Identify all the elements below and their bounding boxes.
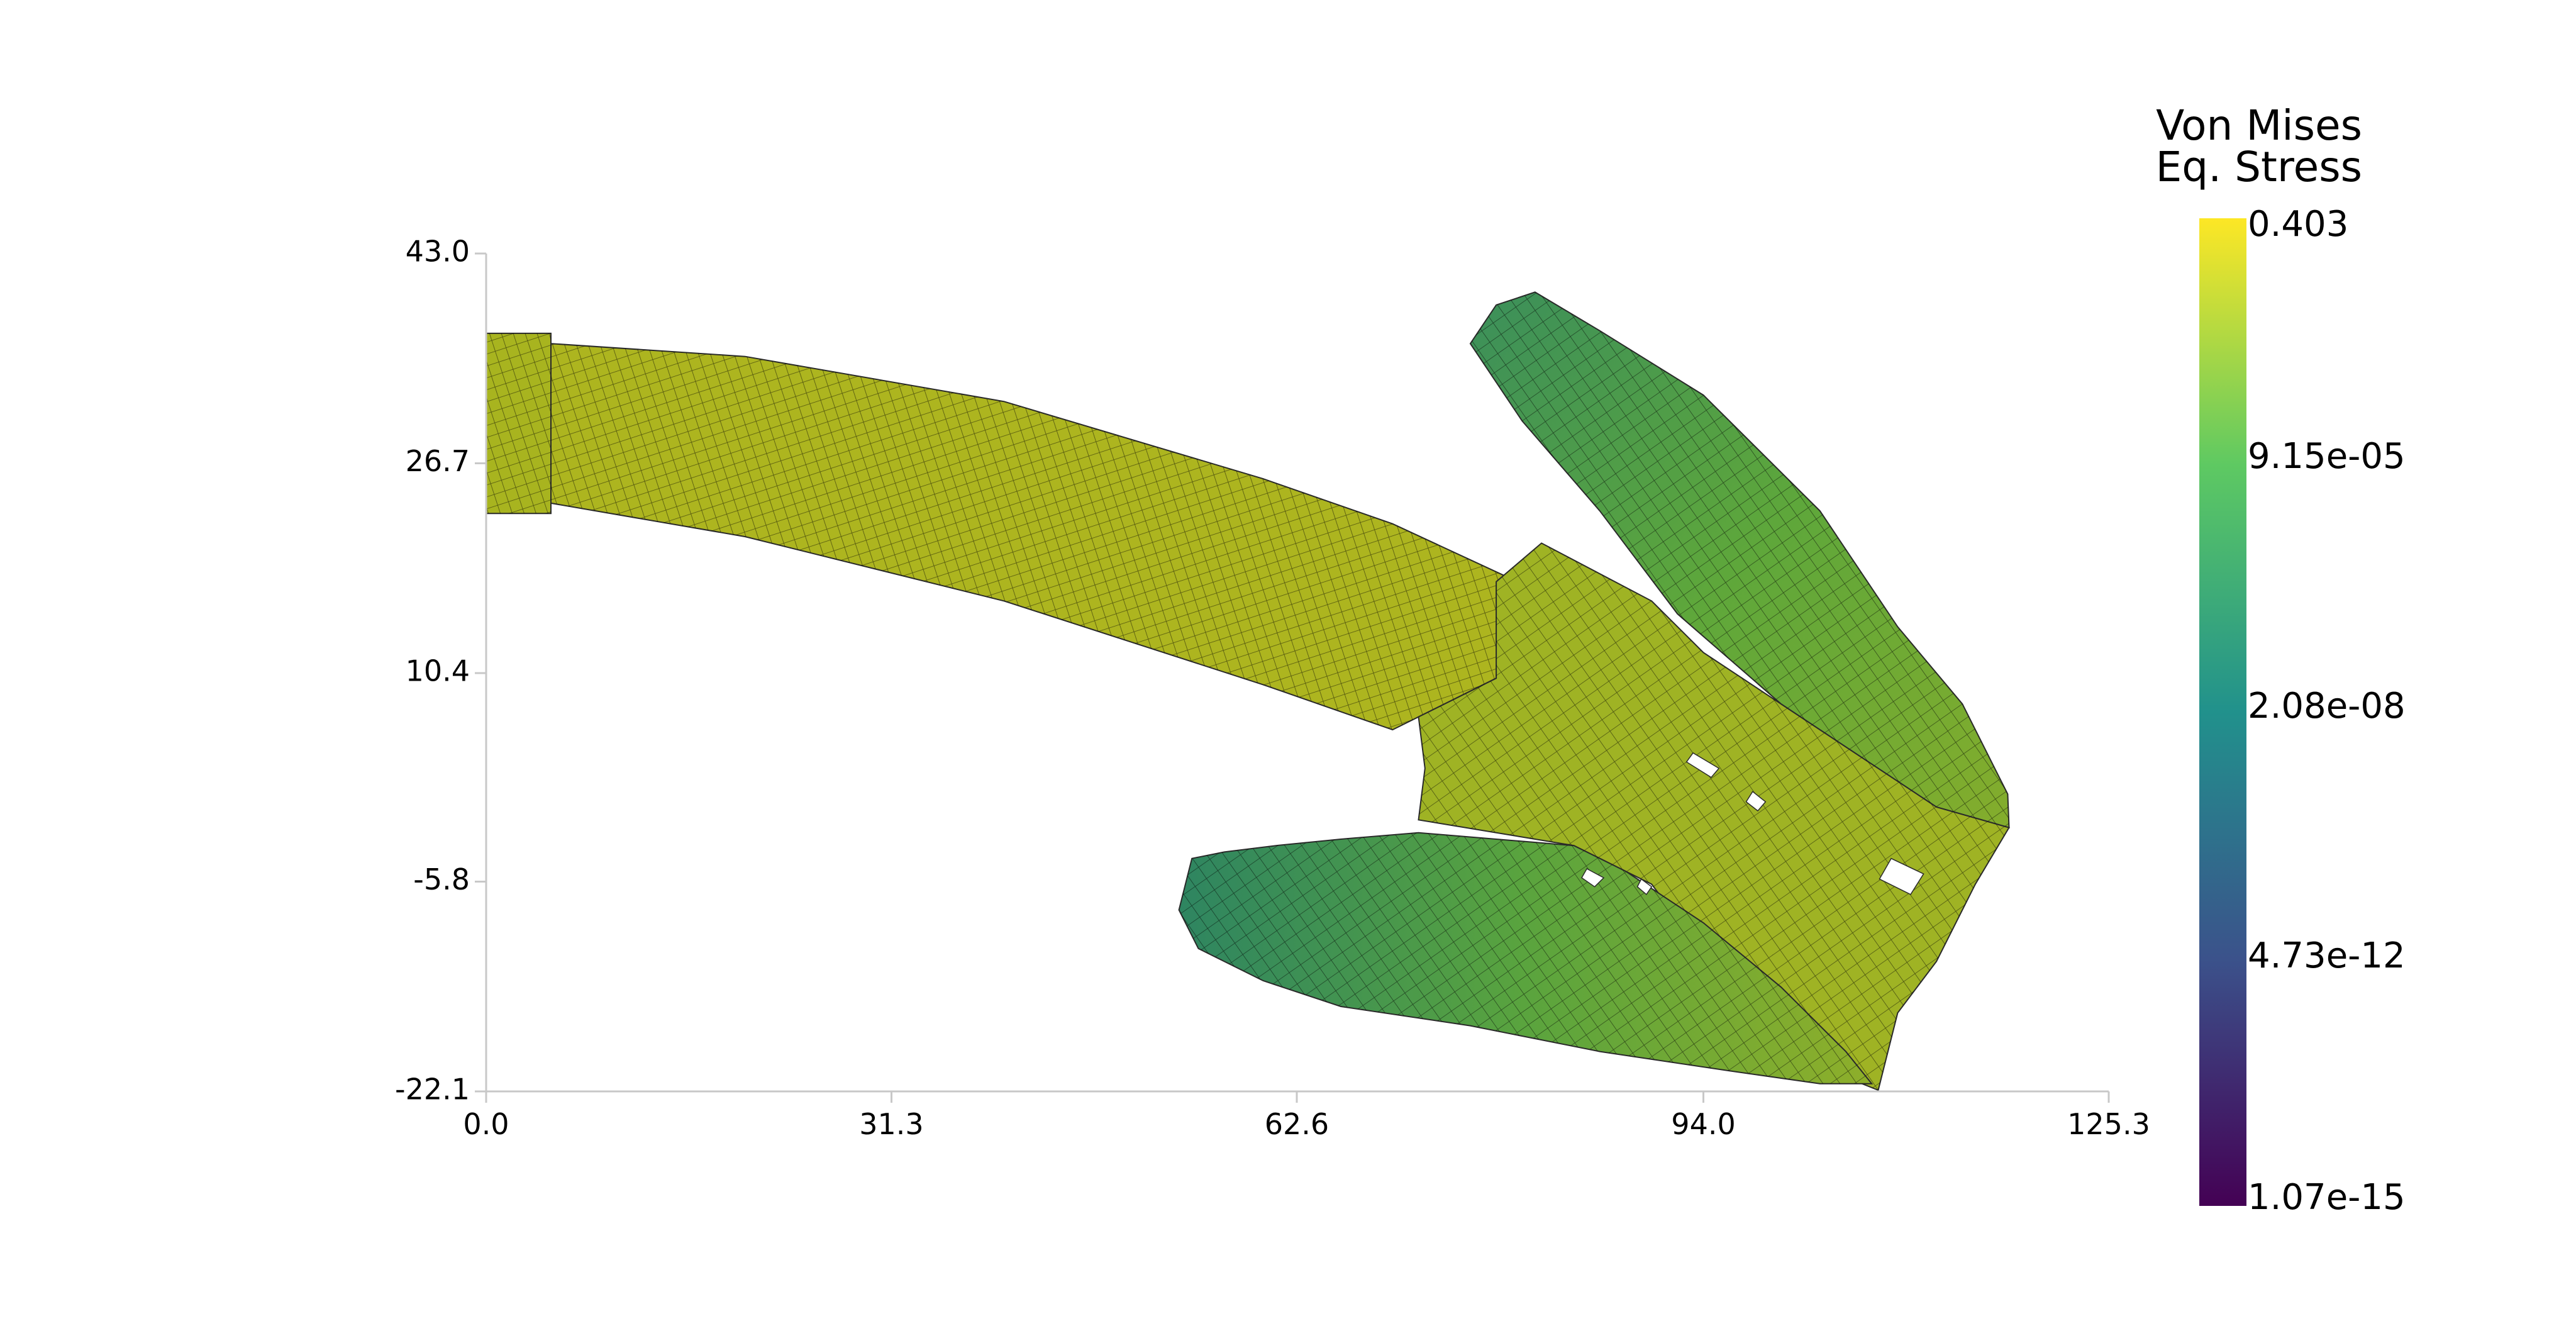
legend-title-line1: Von Mises [2156, 101, 2362, 150]
y-tick-label: 43.0 [406, 235, 470, 269]
mesh-hole-3 [1636, 878, 1653, 896]
y-tick-label: 10.4 [406, 654, 470, 688]
y-tick-label: 26.7 [406, 444, 470, 478]
legend-label-min: 1.07e-15 [2248, 1177, 2406, 1218]
mesh-hole-4 [1879, 857, 1924, 895]
legend-label-3: 2.08e-08 [2248, 686, 2406, 727]
mesh-hole-2 [1581, 867, 1605, 888]
mesh-grid-clamp [486, 333, 551, 514]
x-ticks: 0.0 31.3 62.6 94.0 125.3 [463, 1091, 2150, 1141]
mesh-hole-0 [1685, 752, 1720, 778]
legend-label-2: 9.15e-05 [2248, 436, 2406, 477]
mesh-grid-lower-finger [1179, 832, 1872, 1084]
x-tick-label: 62.6 [1265, 1107, 1329, 1141]
x-tick-label: 94.0 [1671, 1107, 1735, 1141]
legend-label-4: 4.73e-12 [2248, 935, 2406, 976]
y-tick-label: -5.8 [413, 862, 470, 896]
legend-title-line2: Eq. Stress [2156, 143, 2362, 191]
mesh-hole-1 [1745, 791, 1767, 812]
mesh-regions [486, 291, 2011, 1091]
mesh-grid-head [1418, 543, 2009, 1090]
mesh-holes [1581, 752, 1924, 896]
y-tick-label: -22.1 [395, 1073, 470, 1107]
x-tick-label: 125.3 [2067, 1107, 2150, 1141]
x-tick-label: 31.3 [859, 1107, 923, 1141]
mesh-grid-beam [551, 343, 1509, 730]
colorbar-legend: Von Mises Eq. Stress 0.403 9.15e-05 2.08… [2156, 101, 2406, 1218]
legend-label-max: 0.403 [2248, 204, 2348, 245]
y-ticks: 43.0 26.7 10.4 -5.8 -22.1 [395, 235, 486, 1107]
colorbar [2199, 218, 2246, 1206]
x-tick-label: 0.0 [463, 1107, 509, 1141]
mesh-grid-upper-finger [1470, 292, 2009, 828]
